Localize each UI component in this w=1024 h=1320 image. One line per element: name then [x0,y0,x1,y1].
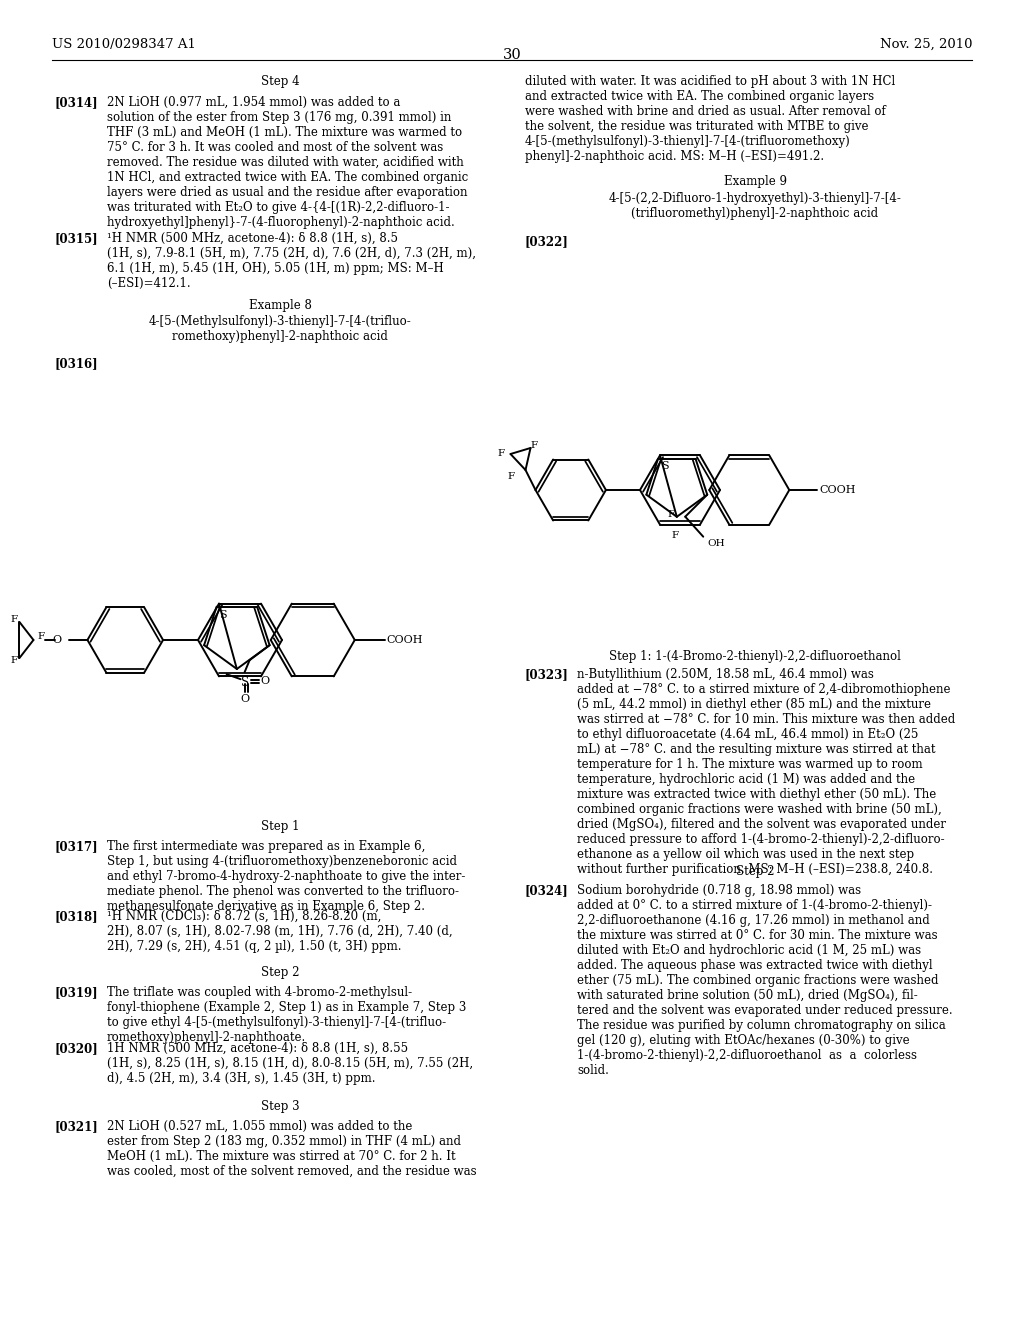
Text: 4-[5-(Methylsulfonyl)-3-thienyl]-7-[4-(trifluo-
romethoxy)phenyl]-2-naphthoic ac: 4-[5-(Methylsulfonyl)-3-thienyl]-7-[4-(t… [148,315,412,343]
Text: Step 3: Step 3 [261,1100,299,1113]
Text: Step 1: Step 1 [261,820,299,833]
Text: [0319]: [0319] [55,986,98,999]
Text: 4-[5-(2,2-Difluoro-1-hydroxyethyl)-3-thienyl]-7-[4-
(trifluoromethyl)phenyl]-2-n: 4-[5-(2,2-Difluoro-1-hydroxyethyl)-3-thi… [608,191,901,220]
Text: [0324]: [0324] [525,884,568,898]
Text: [0315]: [0315] [55,232,98,246]
Text: F: F [508,473,515,480]
Text: Step 2: Step 2 [736,865,774,878]
Text: F: F [498,450,505,458]
Text: F: F [672,531,678,540]
Text: Step 4: Step 4 [261,75,299,88]
Text: n-Butyllithium (2.50M, 18.58 mL, 46.4 mmol) was
added at −78° C. to a stirred mi: n-Butyllithium (2.50M, 18.58 mL, 46.4 mm… [577,668,955,876]
Text: Example 9: Example 9 [724,176,786,187]
Text: Step 1: 1-(4-Bromo-2-thienyl)-2,2-difluoroethanol: Step 1: 1-(4-Bromo-2-thienyl)-2,2-difluo… [609,649,901,663]
Text: O: O [260,676,269,686]
Text: 2N LiOH (0.977 mL, 1.954 mmol) was added to a
solution of the ester from Step 3 : 2N LiOH (0.977 mL, 1.954 mmol) was added… [106,96,468,228]
Text: The first intermediate was prepared as in Example 6,
Step 1, but using 4-(triflu: The first intermediate was prepared as i… [106,840,465,913]
Text: S: S [219,610,227,619]
Text: ¹H NMR (CDCl₃): δ 8.72 (s, 1H), 8.26-8.20 (m,
2H), 8.07 (s, 1H), 8.02-7.98 (m, 1: ¹H NMR (CDCl₃): δ 8.72 (s, 1H), 8.26-8.2… [106,909,453,953]
Text: The triflate was coupled with 4-bromo-2-methylsul-
fonyl-thiophene (Example 2, S: The triflate was coupled with 4-bromo-2-… [106,986,466,1044]
Text: F: F [530,441,538,450]
Text: [0317]: [0317] [55,840,98,853]
Text: S: S [241,676,249,689]
Text: [0318]: [0318] [55,909,98,923]
Text: F: F [10,656,17,665]
Text: 2N LiOH (0.527 mL, 1.055 mmol) was added to the
ester from Step 2 (183 mg, 0.352: 2N LiOH (0.527 mL, 1.055 mmol) was added… [106,1119,476,1177]
Text: Step 2: Step 2 [261,966,299,979]
Text: 30: 30 [503,48,521,62]
Text: S: S [660,461,669,471]
Text: US 2010/0298347 A1: US 2010/0298347 A1 [52,38,196,51]
Text: Sodium borohydride (0.718 g, 18.98 mmol) was
added at 0° C. to a stirred mixture: Sodium borohydride (0.718 g, 18.98 mmol)… [577,884,952,1077]
Text: ¹H NMR (500 MHz, acetone-4): δ 8.8 (1H, s), 8.5
(1H, s), 7.9-8.1 (5H, m), 7.75 (: ¹H NMR (500 MHz, acetone-4): δ 8.8 (1H, … [106,232,476,290]
Text: COOH: COOH [819,484,856,495]
Text: [0321]: [0321] [55,1119,98,1133]
Text: F: F [668,511,675,519]
Text: Nov. 25, 2010: Nov. 25, 2010 [880,38,972,51]
Text: [0316]: [0316] [55,356,98,370]
Text: O: O [240,694,249,704]
Text: 1H NMR (500 MHz, acetone-4): δ 8.8 (1H, s), 8.55
(1H, s), 8.25 (1H, s), 8.15 (1H: 1H NMR (500 MHz, acetone-4): δ 8.8 (1H, … [106,1041,473,1085]
Text: O: O [52,635,61,645]
Text: OH: OH [708,539,725,548]
Text: [0323]: [0323] [525,668,569,681]
Text: COOH: COOH [387,635,423,645]
Text: F: F [38,632,45,642]
Text: [0322]: [0322] [525,235,569,248]
Text: diluted with water. It was acidified to pH about 3 with 1N HCl
and extracted twi: diluted with water. It was acidified to … [525,75,895,162]
Text: [0314]: [0314] [55,96,98,110]
Text: [0320]: [0320] [55,1041,98,1055]
Text: Example 8: Example 8 [249,300,311,312]
Text: F: F [10,615,17,624]
